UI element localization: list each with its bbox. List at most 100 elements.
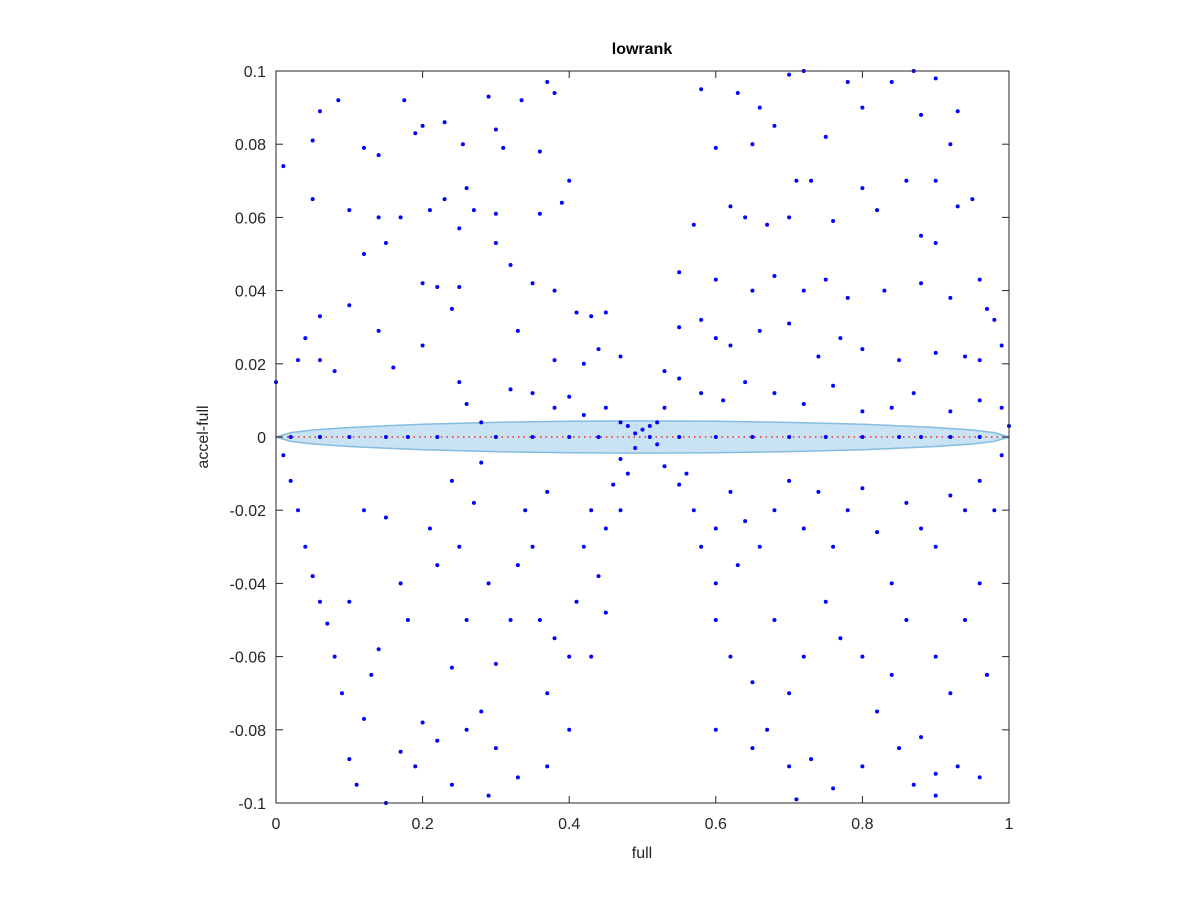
point	[677, 482, 682, 487]
point	[596, 435, 601, 439]
point	[838, 336, 843, 341]
point	[508, 618, 513, 622]
point	[699, 391, 704, 396]
point	[845, 79, 850, 84]
point	[435, 284, 440, 289]
point	[889, 79, 894, 84]
point	[933, 544, 938, 549]
point	[875, 208, 880, 213]
point	[354, 782, 359, 787]
point	[618, 456, 623, 461]
point	[530, 544, 535, 549]
point	[860, 435, 865, 439]
point	[750, 435, 755, 439]
point	[391, 365, 396, 370]
point	[361, 716, 366, 721]
point	[618, 420, 623, 425]
point	[977, 277, 982, 282]
point	[508, 262, 513, 267]
point	[933, 654, 938, 659]
point	[816, 489, 821, 494]
point	[288, 435, 293, 439]
point	[977, 435, 982, 439]
x-tick-label: 1	[1005, 816, 1014, 833]
point	[662, 369, 667, 374]
point	[537, 211, 542, 216]
point	[919, 435, 924, 439]
point	[508, 387, 513, 392]
point	[493, 241, 498, 246]
point	[655, 420, 660, 425]
point	[721, 398, 726, 403]
point	[889, 581, 894, 586]
point	[772, 123, 777, 128]
x-tick-label: 0.6	[705, 816, 727, 833]
point	[589, 654, 594, 659]
point	[823, 435, 828, 439]
point	[567, 435, 572, 439]
point	[435, 738, 440, 743]
point	[347, 757, 352, 762]
y-tick-label: -0.02	[230, 503, 267, 520]
point	[977, 775, 982, 780]
point	[713, 526, 718, 531]
point	[897, 746, 902, 751]
point	[787, 321, 792, 326]
point	[442, 197, 447, 202]
point	[640, 427, 645, 432]
point	[919, 112, 924, 117]
point	[449, 478, 454, 483]
point	[801, 654, 806, 659]
point	[647, 435, 652, 439]
point	[545, 489, 550, 494]
y-tick-label: 0.04	[235, 284, 266, 301]
y-tick-label: 0	[257, 430, 266, 447]
point	[735, 563, 740, 568]
point	[486, 94, 491, 99]
point	[992, 317, 997, 322]
point	[801, 526, 806, 531]
point	[633, 445, 638, 450]
point	[713, 145, 718, 150]
point	[765, 222, 770, 227]
point	[420, 281, 425, 286]
point	[332, 654, 337, 659]
point	[948, 142, 953, 147]
point	[765, 727, 770, 732]
point	[728, 343, 733, 348]
point	[750, 680, 755, 685]
point	[420, 720, 425, 725]
point	[603, 610, 608, 615]
point	[860, 409, 865, 414]
point	[464, 402, 469, 407]
point	[464, 186, 469, 191]
point	[589, 314, 594, 319]
point	[420, 343, 425, 348]
point	[435, 435, 440, 439]
point	[449, 306, 454, 311]
point	[479, 709, 484, 714]
point	[420, 123, 425, 128]
point	[860, 486, 865, 491]
point	[801, 288, 806, 293]
point	[948, 295, 953, 300]
point	[677, 325, 682, 330]
point	[772, 391, 777, 396]
point	[985, 306, 990, 311]
point	[427, 208, 432, 213]
point	[911, 391, 916, 396]
point	[860, 347, 865, 352]
point	[552, 405, 557, 410]
point	[559, 200, 564, 205]
point	[963, 354, 968, 359]
point	[955, 764, 960, 769]
point	[442, 120, 447, 125]
point	[713, 336, 718, 341]
point	[904, 618, 909, 622]
y-tick-label: 0.06	[235, 210, 266, 227]
point	[493, 211, 498, 216]
point	[662, 464, 667, 469]
point	[699, 87, 704, 92]
point	[948, 435, 953, 439]
point	[317, 358, 322, 363]
